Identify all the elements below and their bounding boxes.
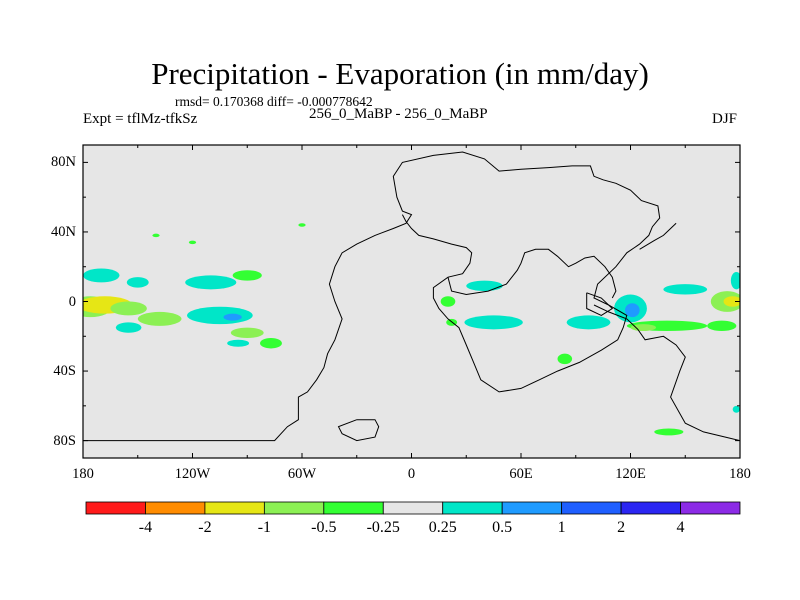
anomaly-patch: [732, 405, 740, 413]
anomaly-patch: [188, 240, 197, 245]
coastline: [593, 304, 740, 442]
coastline: [83, 151, 661, 442]
anomaly-patch: [654, 428, 684, 436]
colorbar-swatch: [620, 501, 681, 515]
x-tick-label: 180: [72, 466, 94, 482]
anomaly-patch: [152, 233, 160, 238]
coastline: [337, 419, 380, 442]
anomaly-patch: [227, 339, 250, 347]
season-label: DJF: [712, 111, 738, 127]
y-tick-label: 0: [68, 293, 76, 310]
anomaly-patch: [707, 320, 737, 332]
anomaly-patch: [187, 306, 253, 325]
colorbar-label: 2: [617, 519, 626, 536]
anomaly-patch: [630, 324, 657, 332]
experiment-label: Expt = tflMz-tfkSz: [83, 111, 198, 127]
colorbar-label: -0.5: [311, 519, 337, 536]
anomaly-patch: [730, 271, 740, 290]
anomaly-patch: [223, 313, 242, 321]
x-tick-label: 120E: [615, 466, 646, 482]
anomaly-patch: [557, 353, 573, 365]
anomaly-patch: [115, 322, 142, 333]
x-tick-label: 120W: [174, 466, 211, 482]
colorbar-label: -4: [138, 519, 153, 536]
anomaly-patch: [464, 315, 523, 330]
y-tick-label: 40S: [53, 363, 76, 380]
coastline: [639, 222, 677, 250]
anomaly-patch: [440, 296, 456, 307]
anomaly-patch: [723, 296, 740, 307]
anomaly-patch: [260, 338, 282, 349]
anomaly-patch: [298, 223, 306, 227]
y-tick-label: 40N: [51, 223, 76, 240]
anomaly-patch: [663, 284, 708, 295]
colorbar-label: -1: [257, 519, 272, 536]
anomaly-patch: [185, 275, 237, 290]
colorbar-label: 0.25: [428, 519, 457, 536]
x-tick-label: 180: [729, 466, 751, 482]
coastline: [586, 292, 614, 316]
colorbar-swatch: [442, 501, 503, 515]
coastline: [447, 248, 617, 299]
anomaly-patch: [230, 327, 264, 339]
y-tick-label: 80N: [51, 154, 76, 171]
colorbar-label: -2: [198, 519, 212, 536]
colorbar-label: 0.5: [492, 519, 513, 536]
colorbar-swatch: [204, 501, 265, 515]
colorbar-label: 1: [557, 519, 566, 536]
anomaly-patch: [466, 280, 503, 292]
colorbar-label: -0.25: [366, 519, 400, 536]
x-tick-label: 0: [407, 466, 416, 482]
anomaly-patch: [137, 311, 182, 326]
x-tick-label: 60W: [287, 466, 317, 482]
colorbar-label: 4: [676, 519, 685, 536]
anomaly-patch: [232, 270, 262, 281]
case-label: 256_0_MaBP - 256_0_MaBP: [309, 106, 488, 122]
chart-title: Precipitation - Evaporation (in mm/day): [151, 56, 649, 91]
anomaly-patch: [126, 277, 149, 288]
colorbar-swatch: [323, 501, 384, 515]
colorbar-swatch: [382, 501, 444, 515]
y-tick-label: 80S: [53, 432, 76, 449]
colorbar-swatch: [145, 501, 206, 515]
colorbar-swatch: [680, 501, 741, 515]
stats-label: rmsd= 0.170368 diff= -0.000778642: [175, 94, 373, 109]
colorbar-swatch: [263, 501, 325, 515]
anomaly-patch: [83, 268, 120, 283]
colorbar-swatch: [501, 501, 563, 515]
anomaly-patch: [566, 315, 611, 330]
colorbar-swatch: [561, 501, 622, 515]
colorbar-swatch: [85, 501, 146, 515]
x-tick-label: 60E: [509, 466, 533, 482]
anomaly-patch: [110, 301, 147, 316]
anomaly-patch: [625, 303, 640, 318]
